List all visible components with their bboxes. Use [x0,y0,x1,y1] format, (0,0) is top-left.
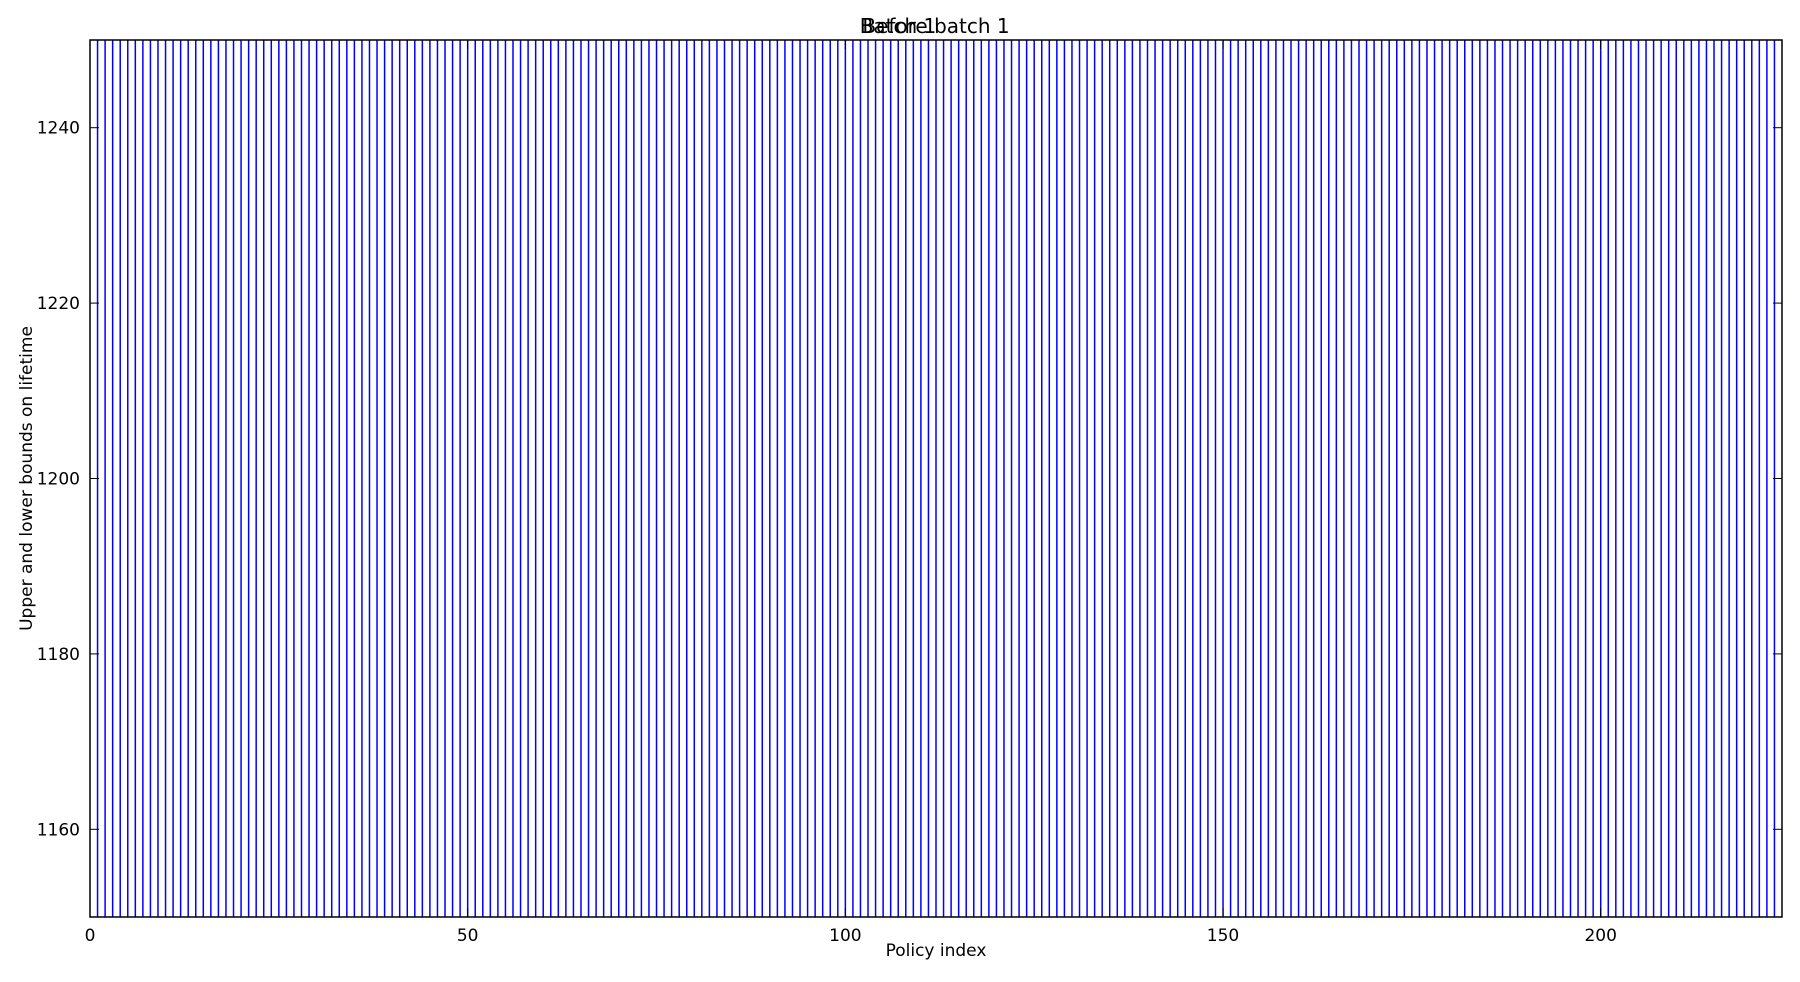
x-tick-label-50: 50 [457,926,479,946]
y-tick-label-1240: 1240 [37,119,80,139]
y-tick-label-1160: 1160 [37,820,80,840]
x-tick-label-200: 200 [1584,926,1616,946]
x-tick-label-0: 0 [85,926,96,946]
y-axis-label: Upper and lower bounds on lifetime [17,326,37,631]
chart-title-overlay: Batch 1 [860,14,937,38]
x-axis-label: Policy index [886,941,987,961]
x-tick-label-150: 150 [1207,926,1239,946]
y-tick-label-1220: 1220 [37,294,80,314]
x-tick-label-100: 100 [829,926,861,946]
ticks-layer: 0 50 100 150 200 1160 1180 1200 1220 1240 [37,40,1782,946]
y-tick-label-1200: 1200 [37,470,80,490]
y-tick-label-1180: 1180 [37,645,80,665]
bars-layer [96,40,1776,917]
chart-title: Before batch 1 [862,14,1009,38]
